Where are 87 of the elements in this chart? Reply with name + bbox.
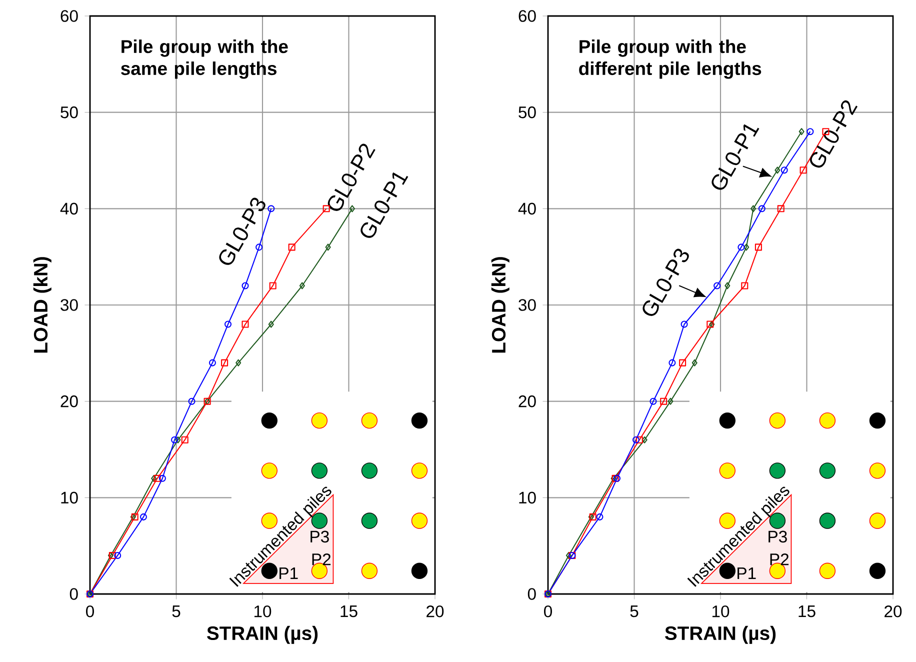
annotation: P3: [310, 530, 329, 543]
point: [758, 205, 766, 212]
y-tick-label: 60: [518, 10, 536, 22]
point: [269, 282, 276, 290]
y-tick-label: 30: [60, 299, 78, 311]
point: [299, 282, 305, 290]
point: [224, 320, 232, 328]
point: [800, 166, 807, 174]
x-tick-label: 20: [884, 605, 902, 618]
point: [130, 513, 136, 520]
x-tick-label: 5: [172, 605, 180, 618]
point: [154, 474, 161, 482]
annotation: P2: [770, 553, 789, 566]
y-tick-label: 50: [60, 106, 78, 118]
point: [151, 474, 157, 482]
point: [288, 244, 296, 251]
point: [692, 359, 698, 366]
point: [679, 359, 686, 366]
point: [596, 513, 604, 520]
point: [724, 282, 730, 290]
y-tick-label: 50: [518, 106, 536, 118]
y-tick-label: 40: [60, 202, 78, 215]
point: [642, 436, 648, 444]
y-tick-label: 20: [518, 395, 536, 408]
point: [158, 474, 166, 482]
point: [268, 320, 274, 328]
point: [636, 436, 643, 444]
point: [140, 513, 147, 520]
point: [181, 436, 188, 444]
point: [777, 205, 784, 212]
x-tick-label: 20: [426, 605, 444, 618]
point: [738, 244, 745, 251]
point: [660, 398, 668, 405]
point: [188, 398, 196, 405]
y-tick-label: 0: [70, 588, 78, 600]
annotation: P2: [312, 553, 331, 566]
point: [242, 282, 249, 290]
point: [208, 359, 216, 366]
point: [610, 474, 616, 482]
x-tick-label: 10: [254, 605, 272, 618]
point: [706, 320, 714, 328]
y-axis-title: LOAD (kN): [491, 257, 510, 353]
point: [668, 359, 676, 366]
point: [714, 282, 721, 290]
annotation: P3: [768, 530, 787, 543]
y-tick-label: 10: [519, 492, 536, 504]
point: [236, 359, 242, 366]
y-tick-label: 40: [518, 202, 536, 215]
y-tick-label: 10: [61, 492, 78, 504]
y-axis-title: LOAD (kN): [33, 257, 52, 353]
y-tick-label: 20: [60, 395, 78, 408]
point: [754, 244, 762, 251]
point: [171, 436, 178, 444]
point: [175, 436, 181, 444]
point: [744, 244, 750, 251]
text: Pile group with the same pile lengths: [121, 40, 288, 79]
point: [680, 320, 688, 328]
point: [650, 398, 657, 405]
point: [131, 513, 138, 520]
point: [668, 398, 674, 405]
x-tick-label: 15: [340, 605, 358, 618]
point: [750, 205, 756, 212]
y-tick-label: 0: [528, 588, 536, 600]
y-tick-label: 60: [60, 10, 78, 22]
point: [325, 244, 331, 251]
point: [242, 320, 249, 328]
x-tick-label: 10: [712, 605, 730, 618]
x-tick-label: 15: [798, 605, 816, 618]
x-tick-label: 5: [630, 605, 638, 618]
point: [632, 436, 640, 444]
point: [774, 166, 780, 174]
point: [108, 552, 116, 559]
point: [221, 359, 228, 366]
point: [588, 513, 594, 520]
x-axis-title: STRAIN (µs): [665, 626, 776, 644]
x-tick-label: 0: [544, 605, 552, 618]
x-tick-label: 0: [86, 605, 94, 618]
point: [709, 320, 715, 328]
y-tick-label: 30: [518, 299, 536, 311]
point: [108, 552, 114, 559]
point: [780, 166, 788, 174]
point: [566, 552, 572, 559]
point: [114, 552, 122, 559]
x-axis-title: STRAIN (µs): [207, 626, 318, 644]
point: [589, 513, 596, 520]
text: Pile group with the different pile lengths: [579, 40, 762, 79]
point: [741, 282, 748, 290]
